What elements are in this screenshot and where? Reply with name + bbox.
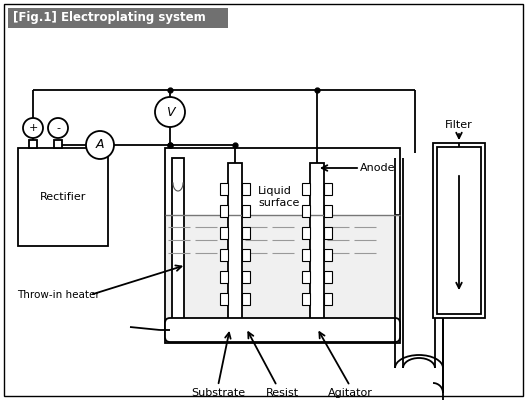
Bar bbox=[172, 158, 184, 328]
Bar bbox=[324, 271, 332, 283]
Bar bbox=[324, 227, 332, 239]
Bar bbox=[242, 271, 250, 283]
Text: +: + bbox=[28, 123, 38, 133]
Text: Anode: Anode bbox=[360, 163, 395, 173]
Bar bbox=[324, 205, 332, 217]
Text: Substrate: Substrate bbox=[191, 388, 245, 398]
Text: Throw-in heater: Throw-in heater bbox=[17, 290, 100, 300]
Bar bbox=[242, 249, 250, 261]
Bar bbox=[220, 293, 228, 305]
Bar bbox=[242, 227, 250, 239]
Circle shape bbox=[48, 118, 68, 138]
Bar bbox=[242, 183, 250, 195]
Bar bbox=[54, 140, 62, 148]
Bar bbox=[220, 205, 228, 217]
Bar bbox=[228, 163, 242, 323]
Bar bbox=[18, 148, 108, 246]
Bar bbox=[324, 183, 332, 195]
Text: [Fig.1] Electroplating system: [Fig.1] Electroplating system bbox=[13, 12, 206, 24]
Bar bbox=[220, 227, 228, 239]
Bar bbox=[220, 271, 228, 283]
Bar bbox=[220, 183, 228, 195]
Circle shape bbox=[86, 131, 114, 159]
FancyBboxPatch shape bbox=[165, 318, 400, 342]
Text: V: V bbox=[166, 106, 174, 118]
Bar bbox=[242, 293, 250, 305]
Text: -: - bbox=[56, 123, 60, 133]
Circle shape bbox=[155, 97, 185, 127]
Bar bbox=[29, 140, 37, 148]
Bar bbox=[324, 249, 332, 261]
Bar bbox=[302, 183, 310, 195]
Text: Agitator: Agitator bbox=[328, 388, 373, 398]
Bar bbox=[437, 147, 481, 314]
Bar bbox=[302, 293, 310, 305]
Bar bbox=[220, 249, 228, 261]
Circle shape bbox=[23, 118, 43, 138]
Bar bbox=[165, 148, 400, 343]
Text: Liquid
surface: Liquid surface bbox=[258, 186, 299, 208]
Text: Resist: Resist bbox=[266, 388, 299, 398]
Bar bbox=[433, 143, 485, 318]
Text: A: A bbox=[96, 138, 104, 152]
Bar bbox=[302, 227, 310, 239]
Bar bbox=[324, 293, 332, 305]
Text: Rectifier: Rectifier bbox=[40, 192, 86, 202]
Bar bbox=[166, 215, 399, 342]
Bar bbox=[8, 8, 228, 28]
Text: Filter: Filter bbox=[445, 120, 473, 130]
Bar bbox=[242, 205, 250, 217]
Bar bbox=[302, 205, 310, 217]
Bar bbox=[302, 249, 310, 261]
Bar bbox=[302, 271, 310, 283]
Bar bbox=[310, 163, 324, 323]
